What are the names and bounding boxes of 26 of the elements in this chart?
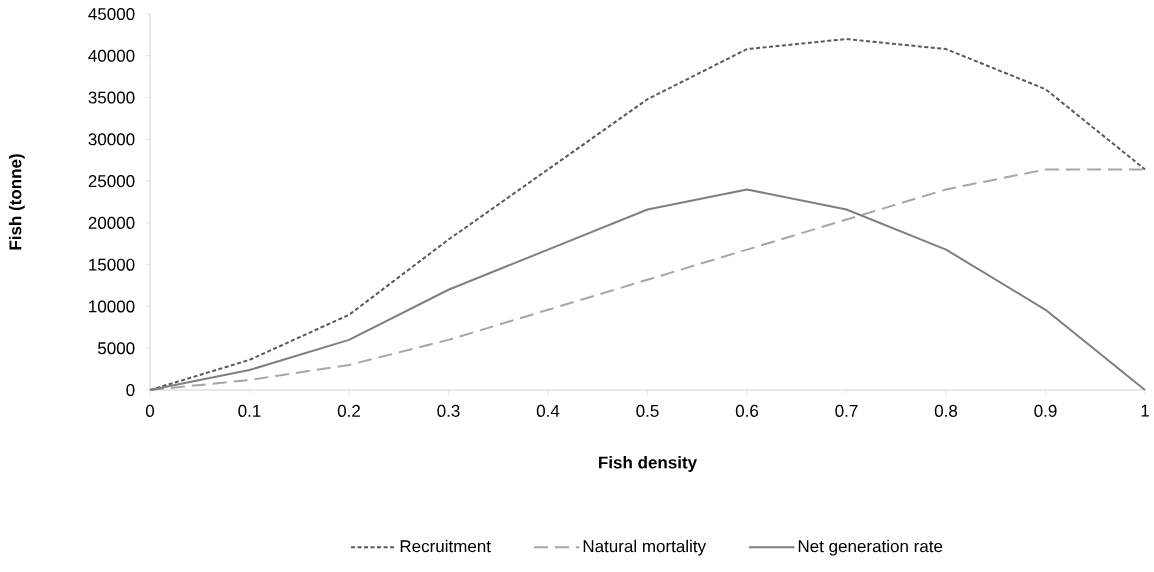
x-tick-label: 0.7 bbox=[835, 404, 858, 417]
legend-label: Net generation rate bbox=[798, 539, 943, 556]
x-axis-title: Fish density bbox=[599, 456, 697, 472]
x-tick-label: 0.8 bbox=[934, 404, 958, 417]
x-tick-label: 0.4 bbox=[536, 404, 560, 417]
x-tick-label: 0.2 bbox=[337, 404, 360, 417]
y-tick-label: 35000 bbox=[88, 91, 135, 104]
x-tick-label: 0 bbox=[145, 404, 155, 417]
y-tick-label: 10000 bbox=[89, 300, 135, 313]
legend-label: Recruitment bbox=[400, 539, 491, 553]
y-tick-label: 20000 bbox=[88, 216, 135, 229]
y-tick-label: 0 bbox=[126, 383, 135, 397]
x-tick-label: 1 bbox=[1141, 404, 1149, 417]
y-tick-label: 40000 bbox=[88, 49, 135, 62]
y-axis-title: Fish (tonne) bbox=[8, 154, 25, 250]
x-tick-label: 0.5 bbox=[636, 404, 659, 417]
y-tick-label: 15000 bbox=[89, 258, 135, 271]
x-tick-label: 0.1 bbox=[238, 404, 261, 417]
x-tick-label: 0.3 bbox=[437, 404, 460, 417]
legend-label: Natural mortality bbox=[583, 539, 707, 556]
x-tick-label: 0.9 bbox=[1034, 404, 1057, 417]
y-tick-label: 45000 bbox=[88, 7, 135, 21]
x-tick-label: 0.6 bbox=[735, 404, 759, 417]
y-tick-label: 30000 bbox=[88, 133, 135, 146]
y-tick-label: 25000 bbox=[88, 175, 135, 188]
y-tick-label: 5000 bbox=[98, 342, 135, 355]
